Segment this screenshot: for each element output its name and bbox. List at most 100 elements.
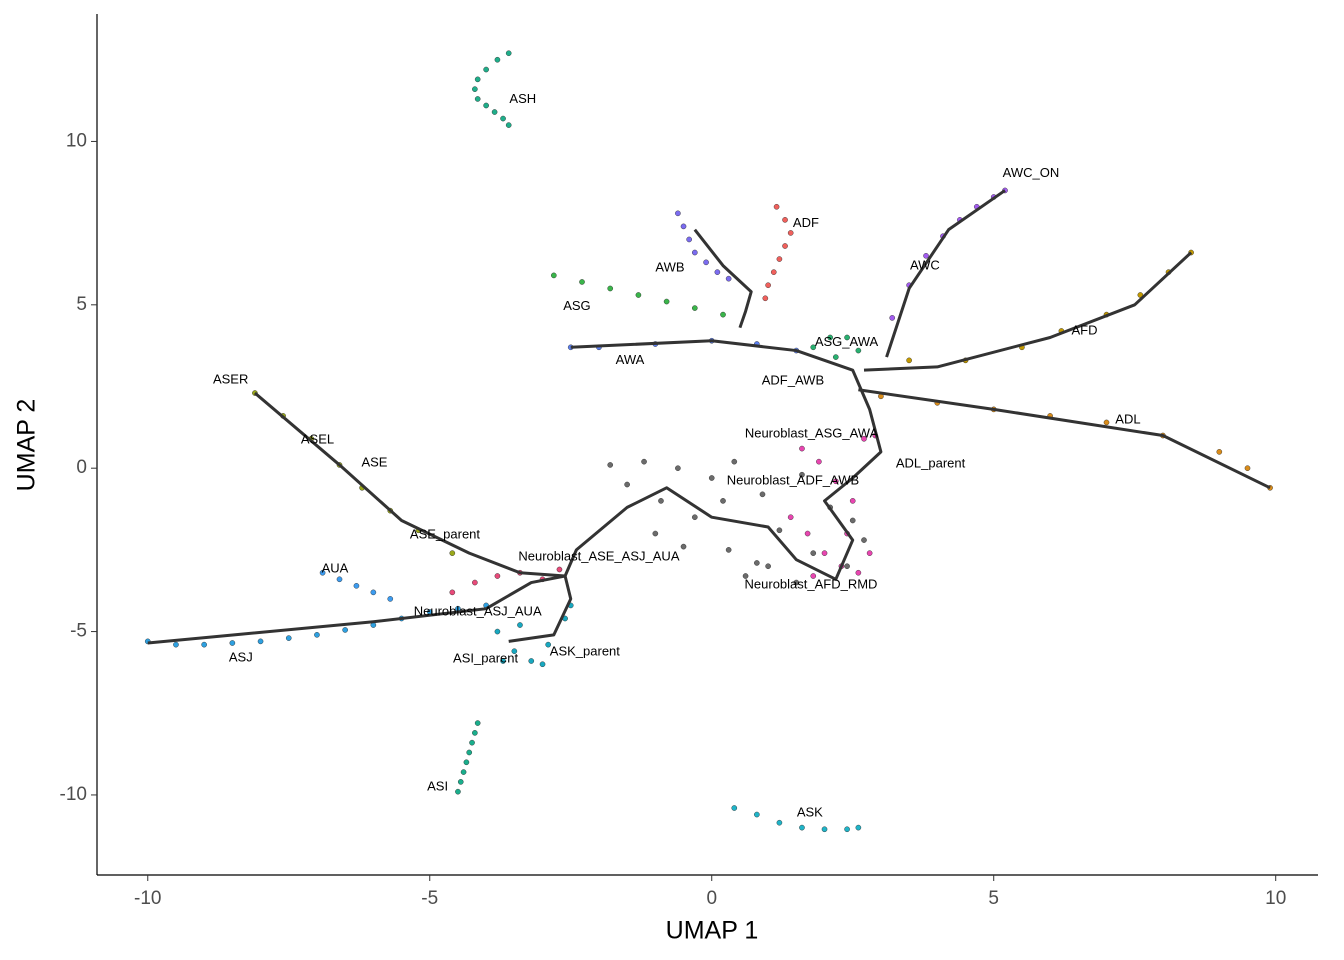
point [799,824,805,831]
cluster-label: AWC [910,258,940,273]
point [319,569,326,576]
point [765,563,771,570]
point [641,458,647,465]
cluster-label: ASK [797,804,823,819]
point [257,638,264,645]
point [449,589,456,596]
cluster-label: ASE [361,455,387,470]
cluster-label: Neuroblast_ADF_AWB [727,473,859,488]
point [731,458,738,465]
point [810,573,817,579]
point [725,547,732,553]
point [765,282,771,289]
cluster-label: ASG_AWA [815,334,879,349]
y-tick-label: 5 [76,294,87,315]
point [849,498,856,504]
point [923,252,929,259]
point [844,334,850,341]
point [731,805,738,811]
point [844,826,850,833]
cluster-label: ASEL [301,432,334,447]
point [1103,419,1110,426]
point [539,661,546,668]
cluster-label: ADF [793,215,819,230]
point [201,641,207,648]
point [833,354,839,360]
y-tick-label: 0 [76,457,87,478]
y-tick-label: -5 [70,621,87,642]
cluster-label: ADF_AWB [762,373,824,388]
point [708,475,715,481]
point [511,648,518,654]
point [680,223,687,230]
point [505,122,512,128]
point [770,269,777,275]
point [821,550,828,556]
point [776,527,783,534]
point [787,230,794,236]
x-tick-label: -10 [134,888,161,909]
point [545,641,551,648]
point [793,579,800,586]
point [551,272,557,279]
point [787,514,794,521]
point [500,658,506,664]
point [336,576,343,583]
trajectory [885,189,1006,358]
point [855,347,862,354]
point [906,357,912,364]
cluster-label: AWC_ON [1003,165,1060,180]
point [474,76,481,83]
point [483,102,489,109]
point [500,115,506,122]
point [342,627,348,633]
point [866,550,873,556]
point [658,498,664,504]
point [776,819,783,826]
point [463,759,470,766]
point [782,217,788,223]
cluster-label: ASK_parent [550,644,620,659]
y-axis-title: UMAP 2 [13,399,41,492]
point [314,632,320,638]
point [855,569,862,576]
x-tick-label: -5 [421,888,438,909]
point [861,537,867,543]
cluster-label: Neuroblast_ASG_AWA [745,426,879,441]
point [692,514,698,521]
point [827,334,833,341]
y-tick-label: 10 [66,130,87,151]
point [469,739,475,746]
point [494,573,501,579]
point [460,769,467,775]
point [692,249,698,256]
point [472,579,478,586]
point [675,465,681,471]
point [759,491,766,498]
point [855,824,862,831]
point [754,811,760,818]
point [579,279,585,285]
point [173,641,179,648]
trajectory [693,228,753,329]
point [833,478,839,485]
point [472,730,478,736]
trajectory [253,391,566,578]
point [491,109,498,115]
point [776,256,783,262]
x-axis-title: UMAP 1 [666,917,759,945]
trajectory [508,575,573,643]
point [1244,465,1251,471]
point [505,50,512,57]
point [528,658,535,664]
point [742,573,749,579]
cluster-label: ADL_parent [896,456,966,471]
point [474,96,481,102]
point [624,481,630,488]
cluster-label: ADL [1115,412,1140,427]
point [720,311,726,318]
point [474,720,481,726]
point [703,259,709,266]
cluster-label: AWB [655,260,684,275]
